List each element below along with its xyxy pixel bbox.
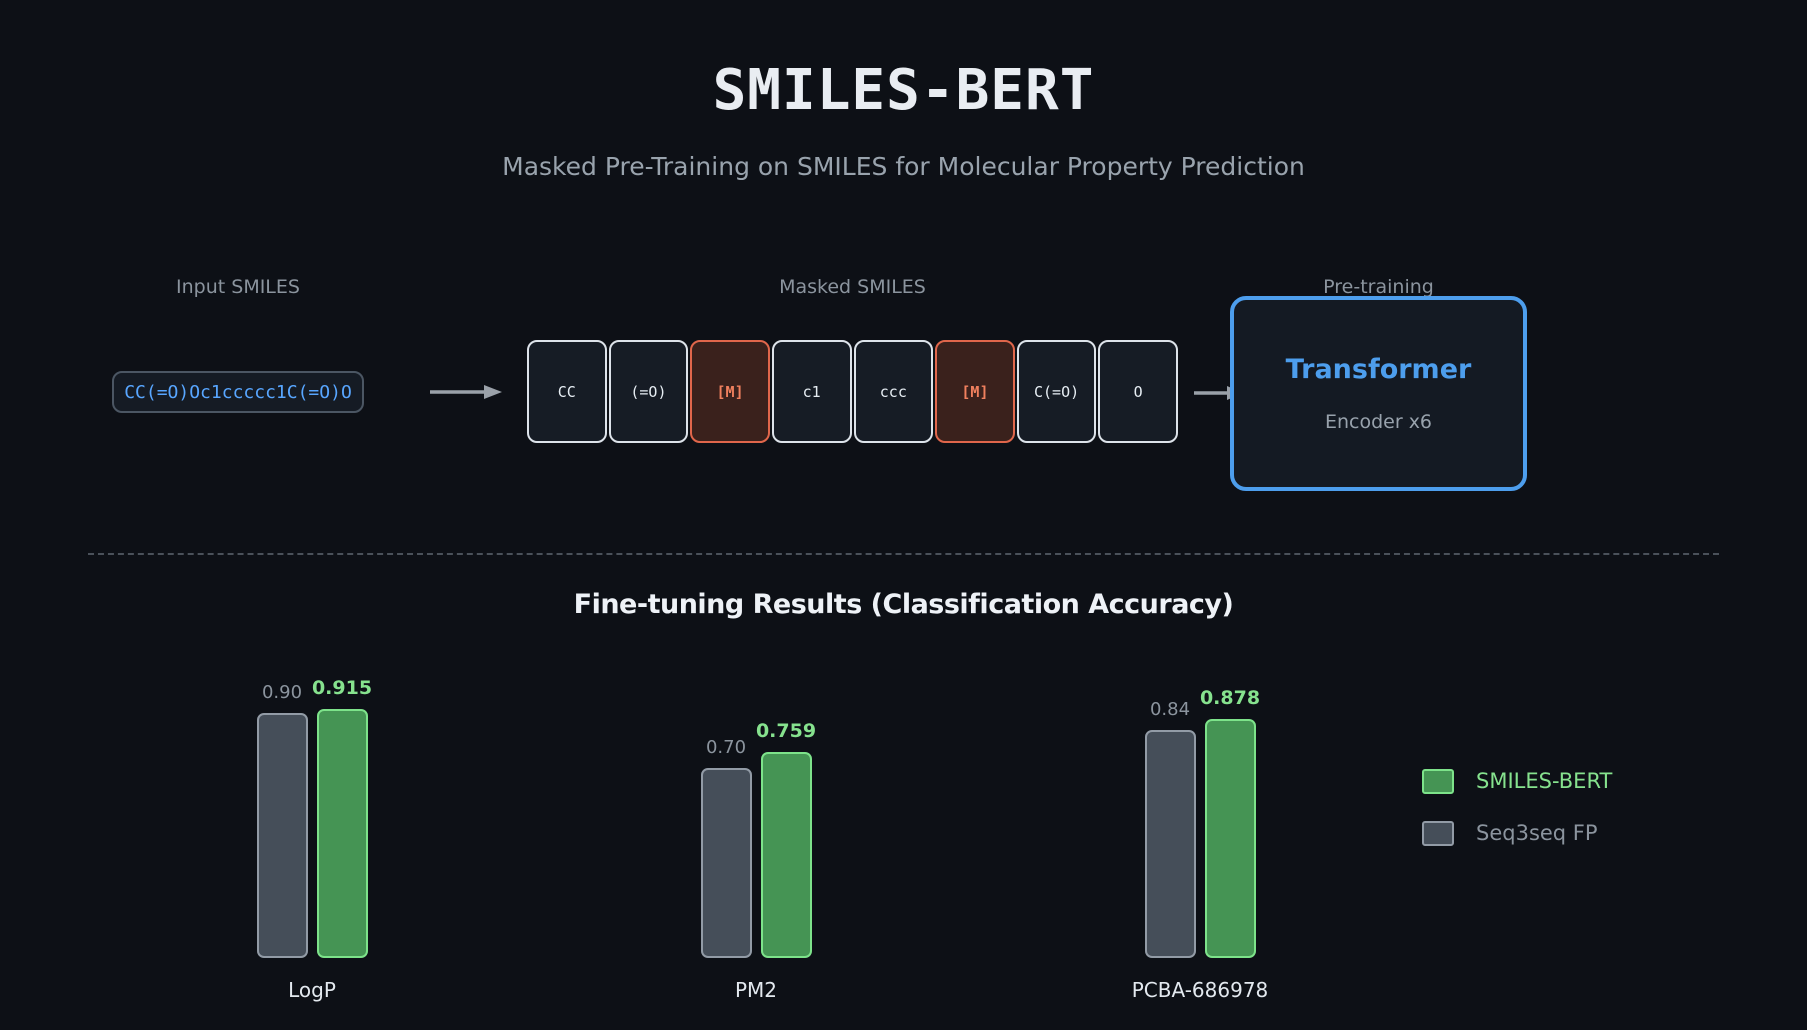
page-subtitle: Masked Pre-Training on SMILES for Molecu… [502,152,1305,181]
bar-smiles-bert-pcba-686978 [1204,719,1256,958]
transformer-title: Transformer [1285,354,1472,385]
bar-value-label: 0.759 [755,720,817,742]
bar-seq3seq-fp-logp [256,713,308,958]
bar-value-label: 0.878 [1199,687,1261,709]
category-label: PM2 [734,978,778,1002]
masked-token: [M] [935,340,1015,443]
masked-smiles-label: Masked SMILES [779,276,926,298]
smiles-token: c1 [771,340,852,443]
transformer-subtitle: Encoder x6 [1324,411,1433,433]
page-title: SMILES-BERT [712,58,1095,123]
chart-legend: SMILES-BERT Seq3seq FP [1422,768,1612,872]
right-arrow-icon [430,385,502,399]
results-section-title: Fine-tuning Results (Classification Accu… [573,589,1234,620]
input-smiles-box: CC(=O)Oc1ccccc1C(=O)O [112,371,364,413]
masked-token-row: CC (=O) [M] c1 ccc [M] C(=O) O [527,340,1178,443]
pretraining-label: Pre-training [1323,276,1434,298]
bar-value-label: 0.84 [1149,699,1191,720]
legend-label: Seq3seq FP [1476,821,1598,845]
section-divider [88,553,1719,555]
category-label: LogP [288,978,336,1002]
legend-row: Seq3seq FP [1422,820,1612,846]
legend-swatch [1422,820,1454,846]
legend-label: SMILES-BERT [1476,769,1613,793]
masked-token: [M] [690,340,770,443]
smiles-token: (=O) [608,340,689,443]
bar-value-label: 0.915 [311,677,373,699]
transformer-box: Transformer Encoder x6 [1230,296,1527,491]
smiles-token: C(=O) [1016,340,1097,443]
bar-seq3seq-fp-pm2 [700,768,752,958]
category-label: PCBA-686978 [1131,978,1269,1002]
smiles-token: ccc [853,340,934,443]
bar-value-label: 0.90 [261,682,303,703]
input-smiles-label: Input SMILES [176,276,300,298]
input-smiles-text: CC(=O)Oc1ccccc1C(=O)O [124,381,352,403]
legend-swatch [1422,768,1454,794]
bar-smiles-bert-pm2 [760,752,812,958]
bar-smiles-bert-logp [316,709,368,958]
bar-value-label: 0.70 [705,737,747,758]
smiles-token: O [1098,340,1178,443]
legend-row: SMILES-BERT [1422,768,1612,794]
smiles-token: CC [527,340,607,443]
bar-seq3seq-fp-pcba-686978 [1144,730,1196,958]
